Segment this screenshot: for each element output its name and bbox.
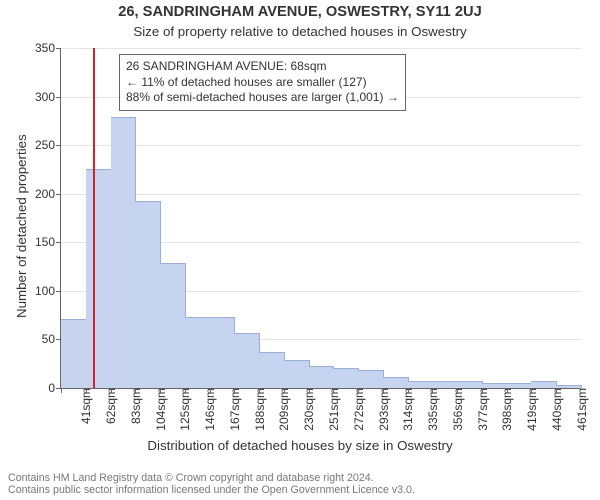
y-tick-label: 350 xyxy=(35,41,61,55)
x-tick xyxy=(185,388,186,393)
info-box-line: 26 SANDRINGHAM AVENUE: 68sqm xyxy=(126,59,399,75)
x-tick xyxy=(86,388,87,393)
x-tick-label: 188sqm xyxy=(251,388,267,431)
x-tick xyxy=(234,388,235,393)
x-tick-label: 251sqm xyxy=(325,388,341,431)
x-tick xyxy=(482,388,483,393)
property-marker-line xyxy=(93,48,95,388)
x-tick xyxy=(531,388,532,393)
x-tick-label: 440sqm xyxy=(548,388,564,431)
x-tick xyxy=(556,388,557,393)
histogram-bar xyxy=(185,317,211,388)
histogram-bar xyxy=(531,381,557,388)
attribution-line: Contains public sector information licen… xyxy=(8,484,415,496)
x-tick xyxy=(333,388,334,393)
x-tick xyxy=(210,388,211,393)
x-tick xyxy=(383,388,384,393)
histogram-bar xyxy=(61,319,87,388)
histogram-bar xyxy=(309,366,335,388)
y-tick-label: 50 xyxy=(42,332,61,346)
x-axis-caption: Distribution of detached houses by size … xyxy=(0,438,600,453)
x-tick-label: 83sqm xyxy=(127,388,143,424)
x-tick-label: 41sqm xyxy=(77,388,93,424)
x-tick-label: 335sqm xyxy=(424,388,440,431)
chart-title: 26, SANDRINGHAM AVENUE, OSWESTRY, SY11 2… xyxy=(0,4,600,20)
chart-container: { "titles": { "line1": "26, SANDRINGHAM … xyxy=(0,0,600,500)
x-tick xyxy=(408,388,409,393)
histogram-bar xyxy=(259,352,285,388)
x-tick-label: 62sqm xyxy=(102,388,118,424)
x-tick-label: 125sqm xyxy=(176,388,192,431)
info-box: 26 SANDRINGHAM AVENUE: 68sqm← 11% of det… xyxy=(119,54,406,111)
y-tick-label: 0 xyxy=(48,381,61,395)
x-tick-label: 461sqm xyxy=(573,388,589,431)
x-tick-label: 104sqm xyxy=(152,388,168,431)
x-tick xyxy=(432,388,433,393)
y-tick-label: 250 xyxy=(35,138,61,152)
y-tick-label: 200 xyxy=(35,187,61,201)
histogram-bar xyxy=(383,377,409,388)
x-tick xyxy=(309,388,310,393)
histogram-bar xyxy=(408,381,434,388)
y-tick-label: 150 xyxy=(35,235,61,249)
histogram-bar xyxy=(358,370,384,388)
x-tick xyxy=(135,388,136,393)
x-tick-label: 230sqm xyxy=(300,388,316,431)
x-tick xyxy=(284,388,285,393)
y-tick-label: 100 xyxy=(35,284,61,298)
y-axis-label: Number of detached properties xyxy=(14,134,29,318)
x-tick-label: 398sqm xyxy=(498,388,514,431)
histogram-bar xyxy=(135,201,161,389)
x-tick-label: 146sqm xyxy=(201,388,217,431)
histogram-bar xyxy=(457,381,483,388)
x-tick-label: 209sqm xyxy=(275,388,291,431)
histogram-bar xyxy=(86,169,112,388)
x-tick xyxy=(457,388,458,393)
x-tick-label: 272sqm xyxy=(350,388,366,431)
histogram-bar xyxy=(210,317,236,388)
x-tick xyxy=(160,388,161,393)
x-tick-label: 419sqm xyxy=(523,388,539,431)
chart-subtitle: Size of property relative to detached ho… xyxy=(0,24,600,39)
y-tick-label: 300 xyxy=(35,90,61,104)
x-tick xyxy=(358,388,359,393)
x-tick-label: 293sqm xyxy=(375,388,391,431)
plot-area: 05010015020025030035041sqm62sqm83sqm104s… xyxy=(60,48,581,389)
x-tick xyxy=(61,388,62,393)
x-tick-label: 167sqm xyxy=(226,388,242,431)
attribution-line: Contains HM Land Registry data © Crown c… xyxy=(8,472,415,484)
histogram-bar xyxy=(234,333,260,388)
histogram-bar xyxy=(111,117,137,388)
x-tick xyxy=(259,388,260,393)
grid-line xyxy=(61,145,581,146)
x-tick-label: 356sqm xyxy=(449,388,465,431)
x-tick-label: 314sqm xyxy=(399,388,415,431)
x-tick-label: 377sqm xyxy=(474,388,490,431)
x-tick xyxy=(507,388,508,393)
histogram-bar xyxy=(160,263,186,388)
grid-line xyxy=(61,48,581,49)
grid-line xyxy=(61,194,581,195)
x-tick xyxy=(111,388,112,393)
histogram-bar xyxy=(284,360,310,388)
histogram-bar xyxy=(333,368,359,388)
histogram-bar xyxy=(432,381,458,388)
attribution: Contains HM Land Registry data © Crown c… xyxy=(8,472,415,496)
info-box-line: 88% of semi-detached houses are larger (… xyxy=(126,90,399,106)
info-box-line: ← 11% of detached houses are smaller (12… xyxy=(126,75,399,91)
